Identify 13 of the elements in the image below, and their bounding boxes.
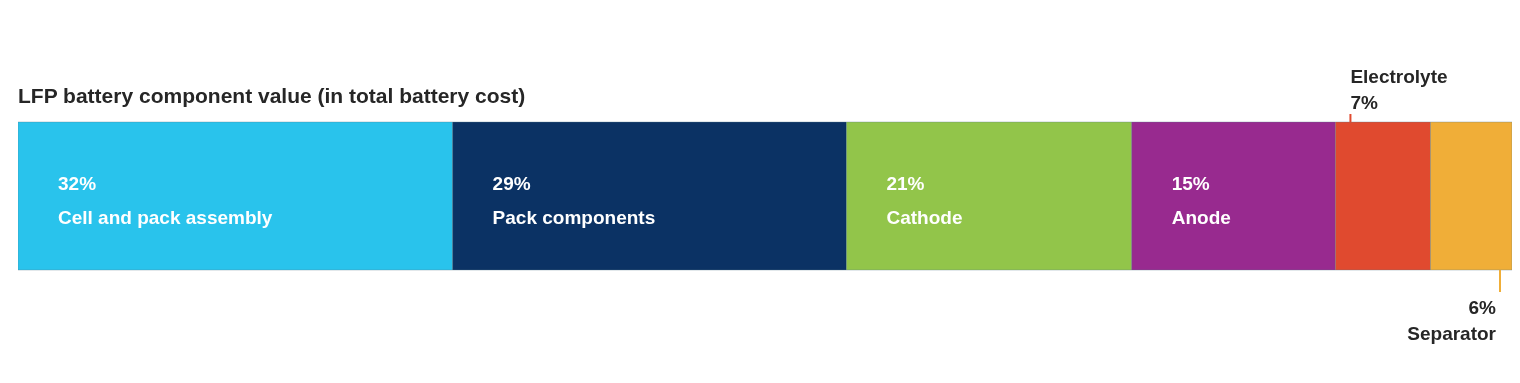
series-label: Pack components	[492, 207, 656, 228]
data-label: 21%	[886, 173, 925, 194]
data-label: 7%	[1350, 92, 1378, 113]
data-label: 6%	[1468, 297, 1497, 318]
series-label: Electrolyte	[1350, 66, 1448, 87]
series-label: Cathode	[886, 207, 963, 228]
text: Separator	[1407, 323, 1497, 344]
data-label: 29%	[492, 173, 531, 194]
data-label: 15%	[1171, 173, 1210, 194]
chart-title: LFP battery component value (in total battery cost)	[18, 84, 526, 108]
series-label: Anode	[1171, 207, 1231, 228]
series-label: Cell and pack assembly	[58, 207, 273, 228]
data-label: 32%	[58, 173, 97, 194]
